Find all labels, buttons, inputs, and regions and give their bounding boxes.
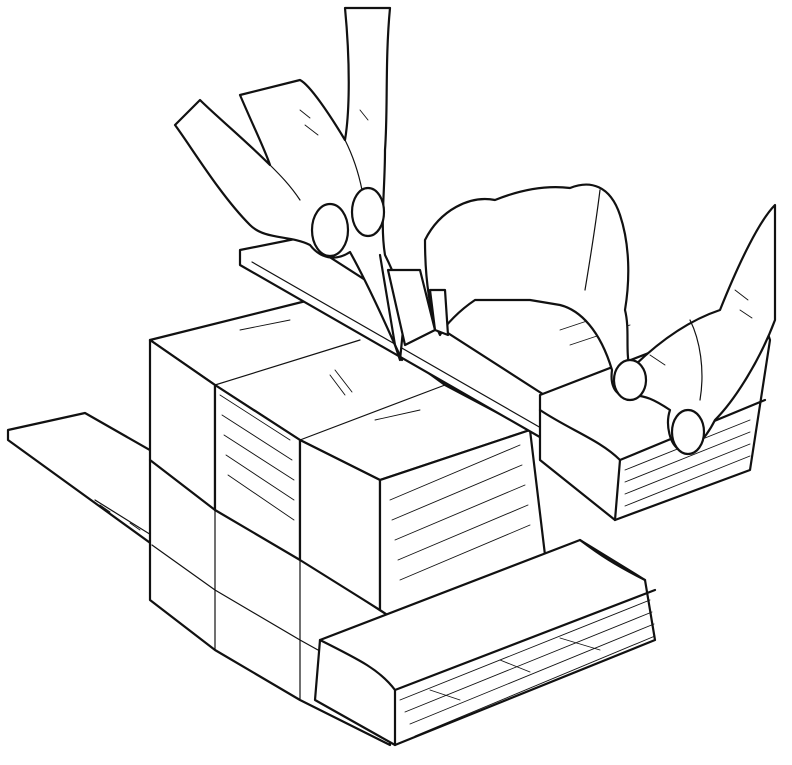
grooved-bar-front bbox=[313, 538, 657, 747]
right-hand bbox=[423, 183, 777, 456]
block-row bbox=[148, 298, 547, 622]
knife bbox=[386, 268, 437, 347]
left-hand bbox=[173, 6, 407, 362]
